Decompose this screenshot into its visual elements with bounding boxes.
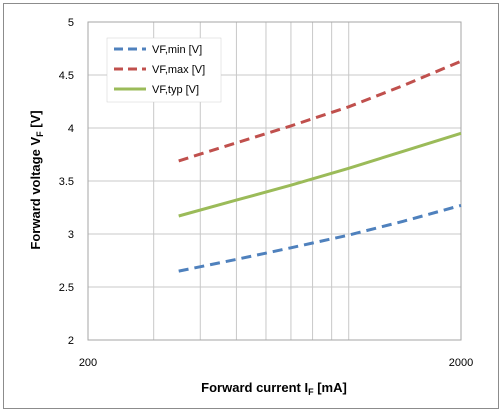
- grid: [87, 21, 462, 341]
- y-tick-label: 3.5: [59, 176, 74, 188]
- y-tick-label: 5: [68, 17, 74, 29]
- series-line-2: [178, 59, 462, 163]
- y-tick-labels: 2 2.5 3 3.5 4 4.5 5: [59, 17, 74, 347]
- y-tick-label: 2: [68, 335, 74, 347]
- series-line-3: [178, 131, 462, 218]
- y-axis-title: Forward voltage VF [V]: [28, 110, 45, 249]
- series-line-1: [178, 203, 462, 273]
- y-tick-label: 4.5: [59, 70, 74, 82]
- series-lines: [178, 59, 462, 273]
- legend-label-3: VF,typ [V]: [152, 84, 199, 96]
- y-tick-label: 3: [68, 229, 74, 241]
- x-tick-label: 2000: [449, 357, 473, 369]
- x-tick-label: 200: [79, 357, 97, 369]
- legend-label-2: VF,max [V]: [152, 64, 205, 76]
- x-tick-labels: 200 2000: [79, 357, 473, 369]
- x-axis-title: Forward current IF [mA]: [201, 380, 347, 397]
- plot-border: [87, 21, 462, 341]
- y-tick-label: 2.5: [59, 282, 74, 294]
- legend-box: [106, 37, 222, 103]
- legend: VF,min [V] VF,max [V] VF,typ [V]: [106, 37, 222, 103]
- y-tick-label: 4: [68, 123, 74, 135]
- legend-label-1: VF,min [V]: [152, 44, 202, 56]
